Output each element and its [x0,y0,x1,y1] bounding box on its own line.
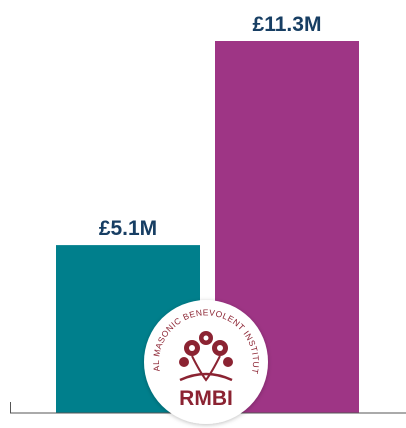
logo-word: RMBI [179,387,233,410]
logo-emblem [179,331,233,382]
value-label: £5.1M [99,217,157,240]
logo-badge [144,300,268,424]
value-label: £11.3M [253,13,322,36]
